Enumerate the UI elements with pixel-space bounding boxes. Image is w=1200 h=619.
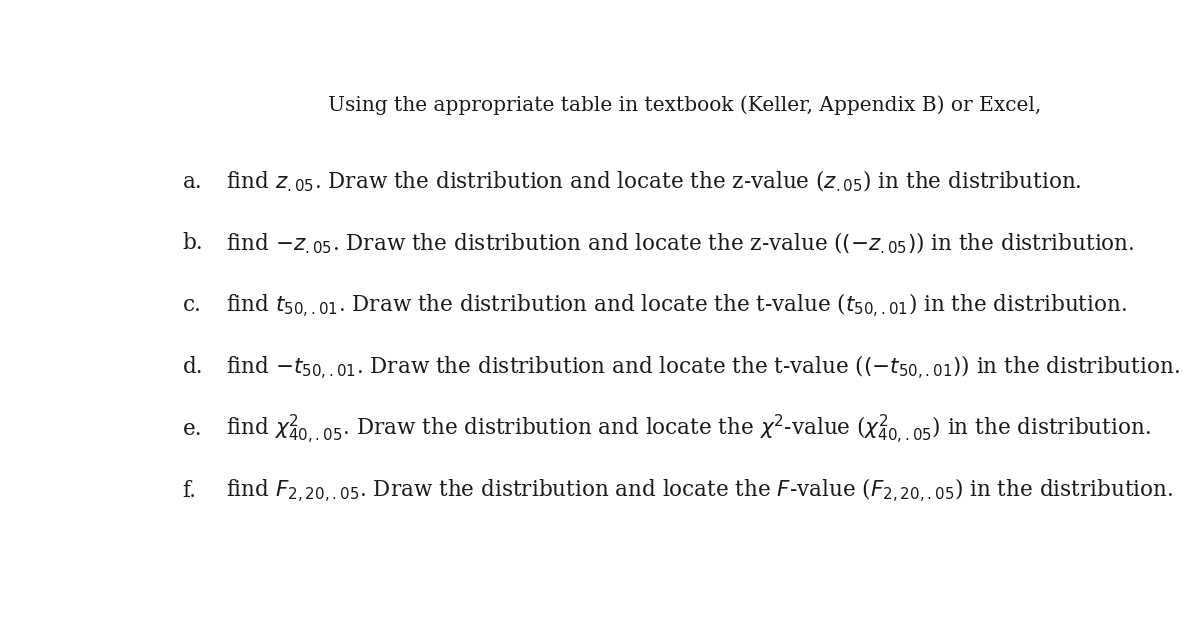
Text: c.: c. [182,295,202,316]
Text: a.: a. [182,170,202,193]
Text: find $\mathrm{-}z_{.05}$. Draw the distribution and locate the z-value ($\mathrm: find $\mathrm{-}z_{.05}$. Draw the distr… [227,231,1135,256]
Text: find $\mathrm{-}t_{50,.01}$. Draw the distribution and locate the t-value ($\mat: find $\mathrm{-}t_{50,.01}$. Draw the di… [227,353,1180,381]
Text: b.: b. [182,233,203,254]
Text: f.: f. [182,480,197,503]
Text: find $z_{.05}$. Draw the distribution and locate the z-value ($z_{.05}$) in the : find $z_{.05}$. Draw the distribution an… [227,169,1082,194]
Text: d.: d. [182,357,203,378]
Text: find $F_{2,20,.05}$. Draw the distribution and locate the $F$-value ($F_{2,20,.0: find $F_{2,20,.05}$. Draw the distributi… [227,477,1174,506]
Text: e.: e. [182,418,202,440]
Text: Using the appropriate table in textbook (Keller, Appendix B) or Excel,: Using the appropriate table in textbook … [328,96,1042,115]
Text: find $\chi^{2}_{40,.05}$. Draw the distribution and locate the $\chi^{2}$-value : find $\chi^{2}_{40,.05}$. Draw the distr… [227,412,1151,446]
Text: find $t_{50,.01}$. Draw the distribution and locate the t-value ($t_{50,.01}$) i: find $t_{50,.01}$. Draw the distribution… [227,292,1127,319]
